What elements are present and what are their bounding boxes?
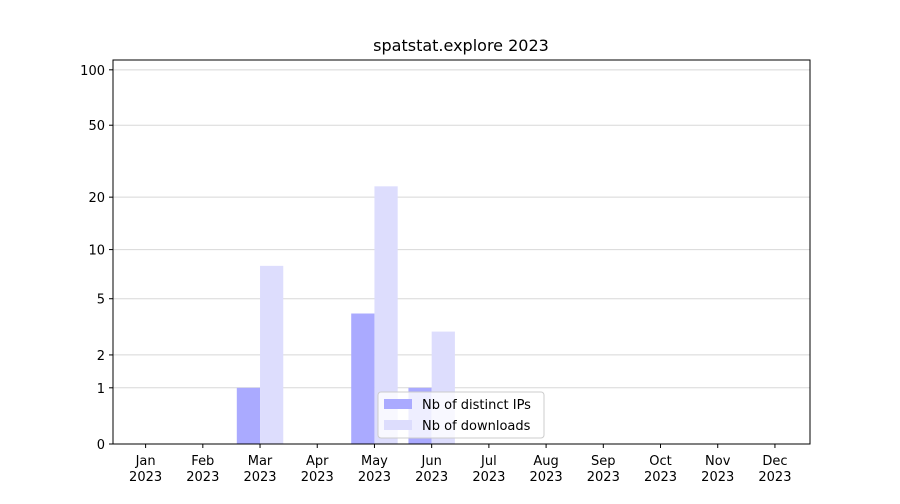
- y-tick-label: 2: [97, 349, 105, 364]
- x-tick-label-line: Sep: [591, 454, 616, 469]
- x-tick-label-line: Jun: [421, 454, 442, 469]
- y-tick-label: 5: [97, 293, 105, 308]
- x-tick-label-line: Oct: [649, 454, 671, 469]
- legend-box: [377, 391, 545, 439]
- x-tick-label-line: 2023: [243, 470, 276, 485]
- x-tick-label-line: 2023: [415, 470, 448, 485]
- y-tick-label: 1: [97, 382, 105, 397]
- chart-title: spatstat.explore 2023: [373, 36, 549, 55]
- x-tick-label: Mar 2023: [243, 454, 276, 485]
- x-tick-label-line: Aug: [533, 454, 558, 469]
- y-tick-label: 10: [88, 244, 105, 259]
- y-tick-label: 100: [80, 64, 105, 79]
- x-tick-label-line: 2023: [472, 470, 505, 485]
- x-tick-label-line: Nov: [705, 454, 731, 469]
- x-tick-label-line: 2023: [701, 470, 734, 485]
- x-tick-label: Jun 2023: [415, 454, 448, 485]
- x-tick-label-line: Apr: [306, 454, 329, 469]
- x-tick-label: Jan 2023: [129, 454, 162, 485]
- x-tick-label: Apr 2023: [301, 454, 334, 485]
- x-tick-label-line: 2023: [129, 470, 162, 485]
- y-tick-label: 20: [88, 191, 105, 206]
- bar: [374, 186, 398, 444]
- plot-frame: [112, 59, 811, 445]
- x-tick-label-line: Jan: [135, 454, 156, 469]
- y-tick-label: 0: [97, 438, 105, 453]
- x-tick-label-line: 2023: [186, 470, 219, 485]
- x-tick-label-line: Dec: [762, 454, 787, 469]
- x-tick-label: Jul 2023: [472, 454, 505, 485]
- x-tick-label-line: 2023: [587, 470, 620, 485]
- x-tick-label: Oct 2023: [644, 454, 677, 485]
- x-tick-label-line: 2023: [644, 470, 677, 485]
- x-tick-label: Dec 2023: [758, 454, 791, 485]
- legend-label: Nb of distinct IPs: [422, 398, 531, 413]
- bar: [236, 387, 261, 444]
- bar: [351, 313, 375, 444]
- x-tick-label-line: 2023: [358, 470, 391, 485]
- legend-swatch: [384, 399, 412, 409]
- x-tick-label: May 2023: [358, 454, 391, 485]
- x-tick-label-line: 2023: [530, 470, 563, 485]
- x-tick-label: Feb 2023: [186, 454, 219, 485]
- x-tick-label-line: Feb: [191, 454, 214, 469]
- x-tick-label-line: 2023: [301, 470, 334, 485]
- x-tick-label-line: 2023: [758, 470, 791, 485]
- y-tick-label: 50: [88, 119, 105, 134]
- x-tick-label: Nov 2023: [701, 454, 734, 485]
- bar: [260, 265, 284, 444]
- legend-swatch: [384, 420, 412, 430]
- x-tick-label-line: Jul: [480, 454, 497, 469]
- x-tick-label: Sep 2023: [587, 454, 620, 485]
- x-tick-label: Aug 2023: [530, 454, 563, 485]
- x-tick-label-line: Mar: [248, 454, 273, 469]
- x-tick-label-line: May: [361, 454, 388, 469]
- legend-label: Nb of downloads: [422, 419, 531, 434]
